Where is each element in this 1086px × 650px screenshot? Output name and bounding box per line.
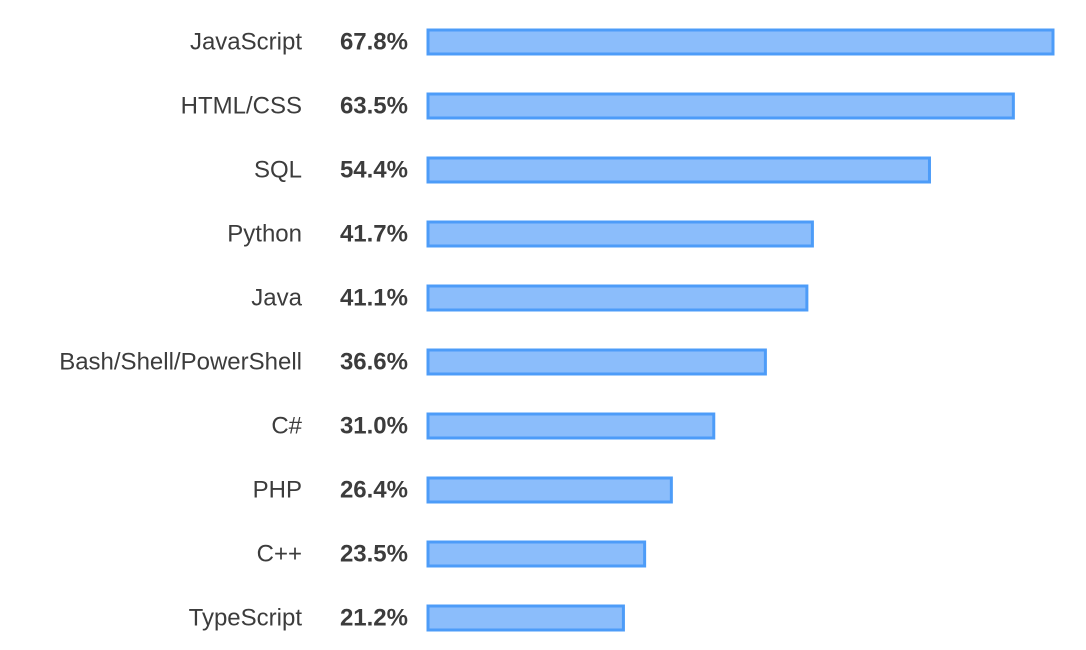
value-label-javascript: 67.8% (340, 29, 408, 56)
bar-c (426, 540, 647, 568)
value-label-html-css: 63.5% (340, 93, 408, 120)
bar-java (426, 284, 809, 312)
category-label-bash-shell-powershell: Bash/Shell/PowerShell (59, 349, 302, 376)
category-label-html-css: HTML/CSS (181, 93, 302, 120)
bar-php (426, 476, 673, 504)
category-label-python: Python (227, 221, 302, 248)
category-label-c: C# (271, 413, 302, 440)
bar-javascript (426, 28, 1055, 56)
value-label-c: 23.5% (340, 541, 408, 568)
value-label-c: 31.0% (340, 413, 408, 440)
value-label-python: 41.7% (340, 221, 408, 248)
value-label-bash-shell-powershell: 36.6% (340, 349, 408, 376)
category-label-typescript: TypeScript (189, 605, 303, 632)
value-label-typescript: 21.2% (340, 605, 408, 632)
category-label-c: C++ (257, 541, 302, 568)
bar-sql (426, 156, 931, 184)
value-label-java: 41.1% (340, 285, 408, 312)
category-label-sql: SQL (254, 157, 302, 184)
value-label-sql: 54.4% (340, 157, 408, 184)
category-label-php: PHP (253, 477, 302, 504)
category-label-java: Java (251, 285, 302, 312)
bar-bash-shell-powershell (426, 348, 767, 376)
bar-c (426, 412, 716, 440)
bar-typescript (426, 604, 625, 632)
value-label-php: 26.4% (340, 477, 408, 504)
category-label-javascript: JavaScript (190, 29, 302, 56)
bar-html-css (426, 92, 1015, 120)
bar-python (426, 220, 814, 248)
